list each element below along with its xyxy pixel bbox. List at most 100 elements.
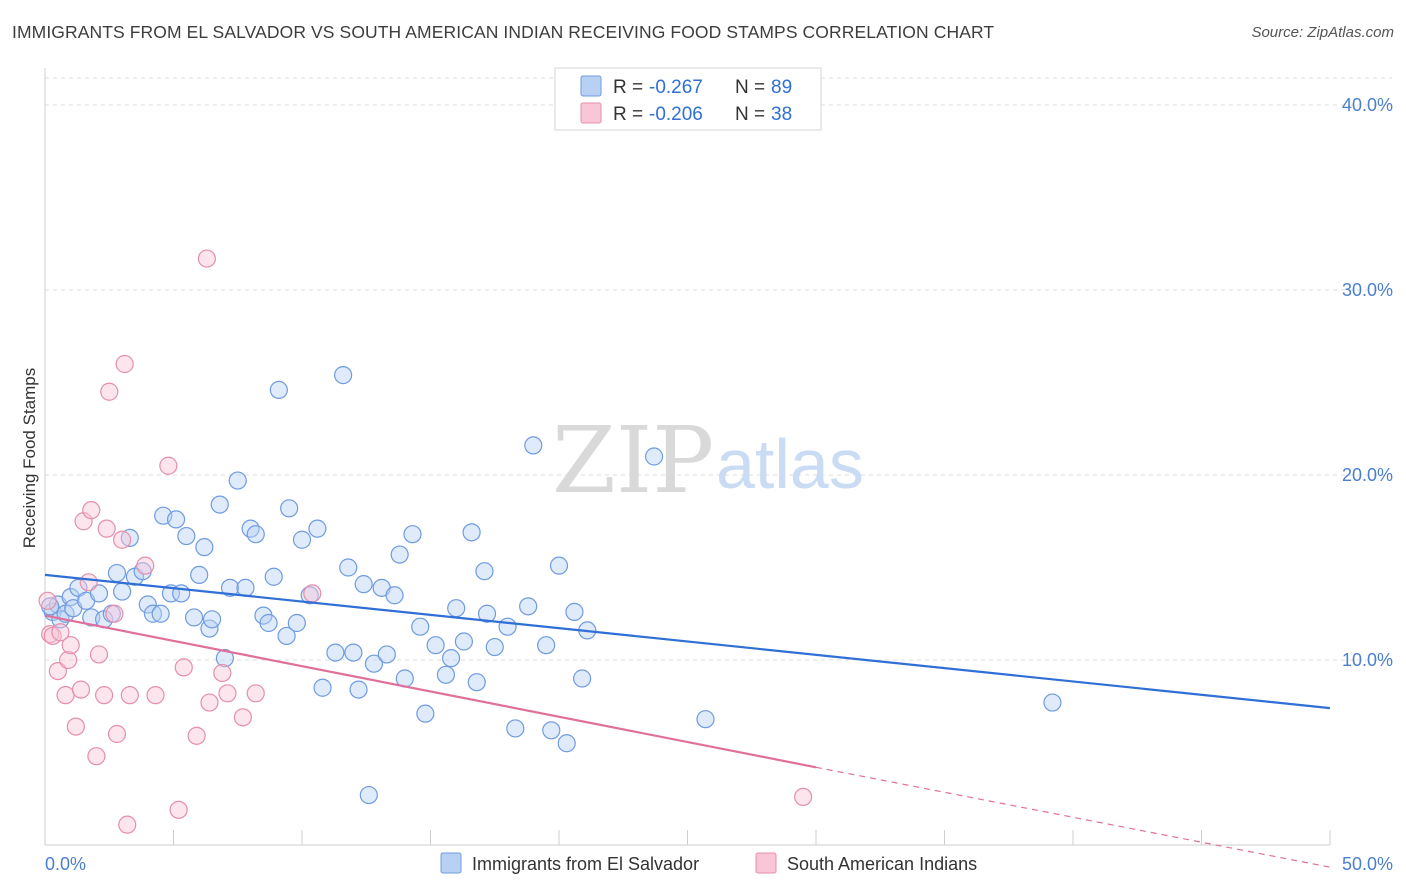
data-point [228, 471, 247, 490]
data-point [143, 604, 163, 623]
legend-n-label-1: N = [735, 77, 765, 98]
data-point [475, 562, 494, 581]
y-axis-label: Receiving Food Stamps [20, 368, 39, 548]
data-point [146, 686, 165, 705]
data-point [485, 637, 504, 657]
data-point [61, 587, 80, 607]
data-point [377, 645, 396, 664]
grid-lines [45, 77, 1392, 661]
data-point [187, 726, 206, 745]
data-point [166, 510, 186, 529]
data-point [184, 608, 204, 627]
legend-r-label-2: R = [613, 104, 643, 125]
chart-source: Source: ZipAtlas.com [1251, 24, 1394, 41]
data-point [303, 584, 322, 603]
data-point [390, 545, 409, 564]
y-tick-label: 30.0% [1342, 280, 1393, 300]
data-point [190, 565, 209, 585]
data-point [197, 249, 217, 268]
data-point [174, 658, 193, 677]
data-point [89, 584, 109, 603]
series-legend-label-pink: South American Indians [787, 854, 977, 874]
data-point [344, 643, 363, 662]
data-point [115, 354, 134, 374]
data-point [313, 678, 332, 697]
data-point [277, 626, 296, 646]
trend-lines [44, 573, 1331, 868]
data-point [159, 456, 178, 475]
data-point [549, 556, 569, 575]
data-point [573, 669, 592, 688]
trend-line-el-salvador [44, 573, 1331, 710]
data-point [339, 558, 358, 577]
data-point [477, 604, 497, 623]
legend-n-value-2: 38 [771, 104, 792, 125]
y-tick-label: 40.0% [1342, 95, 1393, 115]
data-point [105, 604, 124, 623]
data-point [498, 617, 517, 636]
data-point [524, 436, 543, 455]
data-point [259, 613, 278, 633]
data-point [326, 643, 345, 662]
legend-swatch-pink [580, 102, 602, 124]
x-tick-label: 50.0% [1342, 854, 1393, 874]
data-point [334, 366, 353, 385]
data-point [38, 591, 57, 610]
data-point [138, 595, 157, 614]
data-point [269, 380, 288, 399]
data-point [61, 636, 80, 655]
data-point [79, 573, 98, 592]
data-point [195, 538, 214, 557]
data-point [557, 734, 576, 753]
data-point [385, 586, 404, 605]
data-point [436, 665, 456, 684]
data-point [107, 563, 127, 583]
data-point [118, 815, 137, 834]
data-point [66, 717, 85, 736]
legend-r-value-2: -0.206 [649, 104, 703, 125]
data-point [794, 787, 813, 807]
data-point [97, 519, 116, 538]
data-point [292, 530, 312, 549]
data-point [354, 575, 373, 594]
chart-title: IMMIGRANTS FROM EL SALVADOR VS SOUTH AME… [12, 22, 995, 42]
data-point [71, 680, 91, 699]
data-point [51, 623, 70, 642]
data-point [411, 617, 430, 636]
data-point [177, 526, 196, 546]
data-point [537, 636, 556, 655]
data-point [542, 721, 561, 740]
y-tick-label: 20.0% [1342, 465, 1393, 485]
data-point [349, 680, 368, 699]
data-point [107, 724, 127, 744]
data-point [364, 654, 384, 673]
series-legend-swatch-pink [755, 852, 777, 874]
data-point [359, 785, 378, 805]
data-point [202, 610, 222, 629]
series-legend: Immigrants from El Salvador South Americ… [440, 852, 977, 874]
data-point [696, 710, 715, 729]
watermark: ZIP atlas [552, 407, 864, 514]
trend-line-south-american-indians [44, 614, 817, 769]
data-point [120, 686, 139, 705]
data-point [462, 523, 481, 542]
data-point [300, 586, 319, 605]
x-ticks [44, 830, 1331, 845]
data-point [136, 556, 155, 575]
series-legend-label-blue: Immigrants from El Salvador [472, 854, 699, 874]
data-point [454, 632, 474, 651]
data-point [403, 525, 422, 544]
watermark-atlas: atlas [716, 425, 864, 503]
data-point [506, 719, 525, 738]
correlation-legend: R = -0.267 N = 89 R = -0.206 N = 38 [554, 67, 822, 131]
data-point [246, 525, 265, 544]
series-south-american-indians-points [38, 249, 813, 834]
data-point [59, 650, 78, 670]
data-point [100, 382, 119, 401]
data-point [87, 747, 106, 766]
series-el-salvador-points [41, 366, 1062, 805]
data-point [200, 693, 219, 712]
trend-line-extension [815, 766, 1331, 868]
watermark-zip: ZIP [552, 407, 714, 514]
